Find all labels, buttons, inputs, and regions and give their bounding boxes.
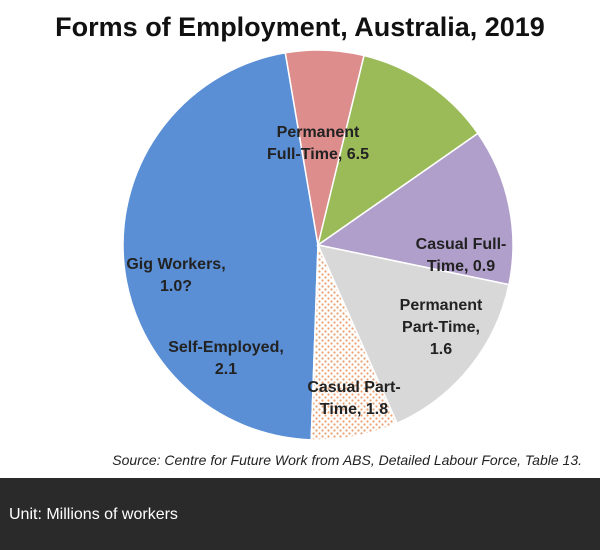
- chart-title: Forms of Employment, Australia, 2019: [55, 12, 545, 42]
- pie-slice-permanent-part-time: [316, 54, 479, 247]
- pie-chart: Permanent Full-Time, 6.5 Casual Full-Time,…: [122, 49, 514, 441]
- pie-label-permanent-full-time: Permanent Full-Time, 6.5: [267, 124, 369, 163]
- footer-bar: Unit: Millions of workers: [0, 478, 600, 550]
- pie-label-casual-part-time: Casual Part-Time, 1.8: [307, 379, 400, 418]
- chart-area: Forms of Employment, Australia, 2019 Per…: [55, 12, 582, 468]
- pie-slice-gig-workers: [310, 244, 398, 441]
- pie-slice-casual-part-time: [316, 132, 514, 286]
- pie-slice-permanent-full-time: [122, 51, 319, 441]
- pie-label-self-employed: Self-Employed, 2.1: [168, 339, 284, 378]
- pie-label-casual-full-time: Casual Full-Time, 0.9: [416, 236, 507, 275]
- pie-slice-self-employed: [316, 243, 510, 425]
- pie-label-gig-workers: Gig Workers, 1.0?: [126, 256, 225, 295]
- pie-label-permanent-part-time: Permanent Part-Time, 1.6: [400, 297, 483, 358]
- chart-source: Source: Centre for Future Work from ABS,…: [112, 452, 582, 468]
- unit-label: Unit: Millions of workers: [9, 506, 178, 523]
